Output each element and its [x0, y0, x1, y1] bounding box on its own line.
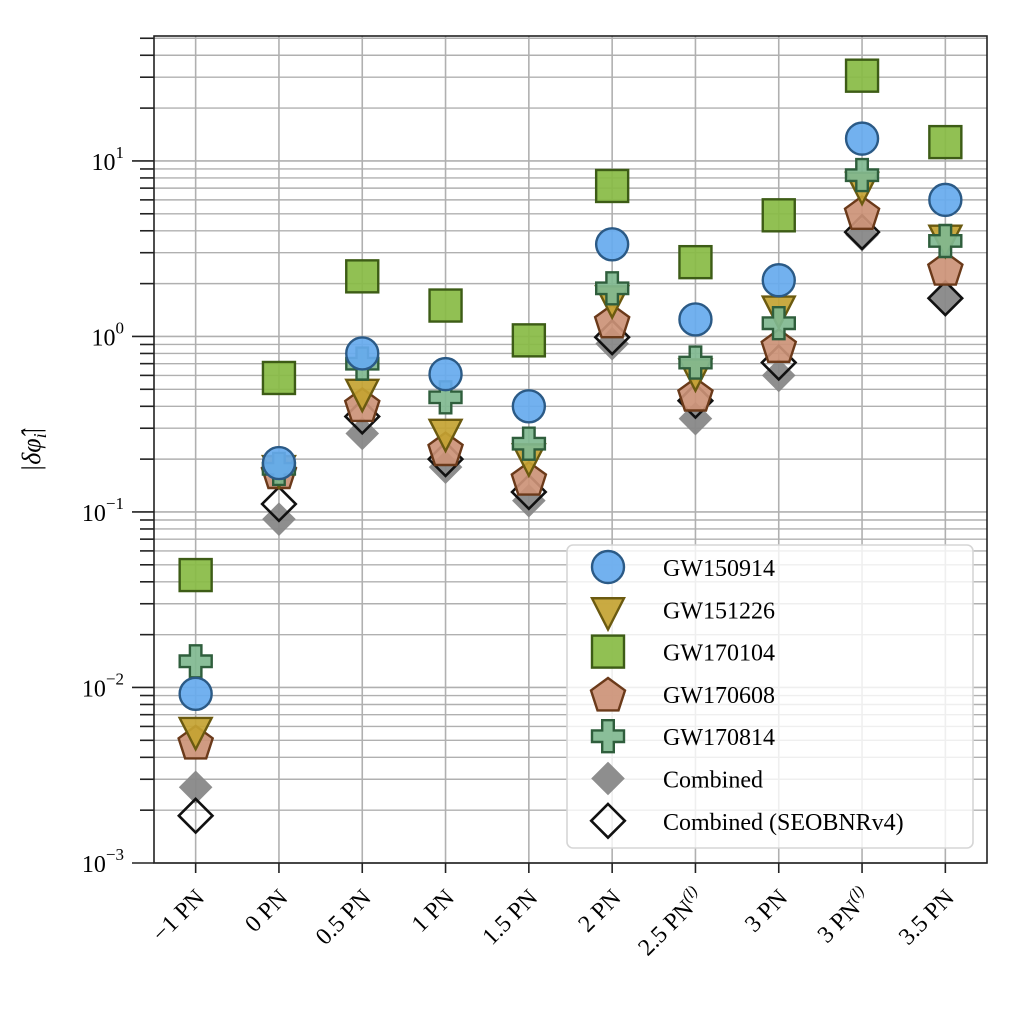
- legend-box: [566, 544, 974, 849]
- y-tick-label: 100: [92, 318, 125, 351]
- y-tick-base: 10: [92, 325, 116, 351]
- data-point-gw170608: [926, 250, 964, 286]
- series-gw170608: [177, 194, 964, 760]
- legend-item: GW150914: [590, 549, 775, 585]
- series-gw150914: [178, 121, 963, 712]
- data-point-gw150914: [178, 676, 213, 712]
- y-axis-label-sub: i: [30, 433, 50, 438]
- legend-item: GW170104: [590, 634, 775, 669]
- series-gw170814: [178, 157, 963, 679]
- data-point-combined-seobnrv4: [926, 279, 964, 317]
- data-point-gw170814: [428, 380, 463, 415]
- series-gw170104: [178, 58, 963, 593]
- data-point-gw151226: [177, 716, 214, 752]
- data-point-gw150914: [345, 336, 380, 371]
- data-point-gw170104: [261, 360, 297, 396]
- y-tick-base: 10: [82, 501, 106, 527]
- data-markers: [177, 58, 964, 835]
- data-point-gw170104: [844, 58, 880, 93]
- data-point-gw170814: [511, 426, 547, 461]
- data-point-combined: [761, 358, 796, 393]
- data-point-gw170104: [678, 244, 713, 280]
- legend-label: Combined (SEOBNRv4): [663, 810, 904, 836]
- y-tick-exponent: −3: [106, 845, 124, 864]
- data-point-gw150914: [511, 389, 547, 424]
- y-axis-label: |δφ̂i|: [17, 428, 50, 472]
- y-tick-exponent: −1: [106, 494, 124, 513]
- svg-text:|δφ̂i|: |δφ̂i|: [17, 428, 50, 472]
- data-point-gw170814: [595, 271, 630, 306]
- data-point-gw150914: [594, 227, 630, 262]
- data-point-gw170814: [178, 644, 213, 679]
- data-point-gw170608: [760, 327, 798, 363]
- legend-marker-triangle-down-icon: [590, 597, 626, 633]
- axes-frame: [153, 35, 988, 864]
- legend-marker-diamond-open-icon: [589, 802, 627, 840]
- data-point-gw170814: [761, 306, 796, 341]
- legend-item: GW151226: [590, 597, 775, 633]
- data-point-gw170104: [428, 288, 463, 323]
- data-point-gw170814: [928, 223, 963, 259]
- y-tick-label: 10−2: [82, 669, 124, 702]
- legend-marker-diamond-icon: [591, 761, 625, 796]
- data-point-gw170608: [676, 376, 714, 412]
- data-point-gw170104: [511, 323, 547, 358]
- legend-label: GW170608: [663, 683, 775, 709]
- legend-label: GW151226: [663, 598, 775, 624]
- data-point-gw150914: [428, 356, 463, 392]
- legend-item: Combined: [591, 761, 763, 796]
- data-point-gw170104: [345, 259, 380, 294]
- data-point-gw170814: [678, 345, 713, 380]
- data-point-gw150914: [678, 302, 713, 337]
- y-tick-base: 10: [82, 676, 106, 702]
- data-point-gw151226: [427, 418, 464, 454]
- legend-marker-pentagon-icon: [589, 676, 627, 712]
- legend-label: Combined: [663, 768, 763, 794]
- legend: GW150914 GW151226 GW170104 GW170608 GW170814…: [566, 544, 974, 849]
- legend-label: GW170104: [663, 641, 775, 667]
- data-point-gw170814: [844, 157, 880, 193]
- legend-label: GW150914: [663, 556, 775, 582]
- y-tick-exponent: 0: [116, 318, 125, 337]
- y-tick-label: 101: [92, 143, 125, 176]
- data-point-gw170104: [761, 198, 796, 233]
- data-point-gw150914: [761, 263, 796, 298]
- data-point-gw170104: [594, 168, 630, 204]
- y-tick-exponent: −2: [106, 669, 124, 688]
- legend-item: GW170814: [590, 719, 775, 754]
- data-point-combined: [178, 770, 213, 805]
- data-point-gw150914: [261, 445, 297, 481]
- data-point-gw170104: [178, 557, 213, 593]
- legend-marker-plus-icon: [590, 719, 626, 754]
- data-point-gw170104: [928, 124, 963, 160]
- data-point-gw150914: [844, 121, 880, 156]
- legend-marker-square-icon: [590, 634, 626, 669]
- legend-label: GW170814: [663, 725, 775, 751]
- data-point-gw150914: [928, 182, 963, 218]
- data-point-gw170608: [510, 460, 548, 496]
- y-tick-label: 10−1: [82, 494, 124, 527]
- data-point-gw170608: [593, 303, 631, 339]
- y-tick-base: 10: [82, 852, 106, 878]
- data-point-gw170608: [843, 194, 881, 231]
- y-tick-base: 10: [92, 150, 116, 176]
- data-point-combined-seobnrv4: [177, 797, 215, 835]
- data-point-combined-seobnrv4: [260, 485, 298, 523]
- legend-item: GW170608: [589, 676, 775, 712]
- legend-marker-circle-icon: [590, 549, 626, 585]
- y-tick-exponent: 1: [116, 143, 125, 162]
- legend-item: Combined (SEOBNRv4): [589, 802, 904, 840]
- y-tick-label: 10−3: [82, 845, 124, 878]
